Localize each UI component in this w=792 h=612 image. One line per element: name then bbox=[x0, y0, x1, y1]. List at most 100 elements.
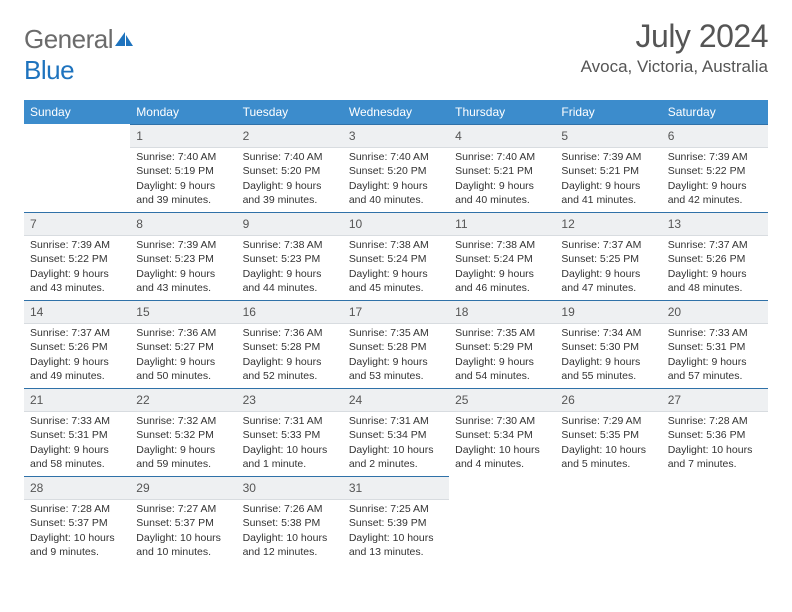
sunset-line: Sunset: 5:37 PM bbox=[136, 516, 230, 530]
day-cell: 6Sunrise: 7:39 AMSunset: 5:22 PMDaylight… bbox=[662, 124, 768, 211]
day-details: Sunrise: 7:34 AMSunset: 5:30 PMDaylight:… bbox=[555, 326, 661, 387]
calendar-week-row: 14Sunrise: 7:37 AMSunset: 5:26 PMDayligh… bbox=[24, 300, 768, 388]
sunset-line: Sunset: 5:36 PM bbox=[668, 428, 762, 442]
logo-text: GeneralBlue bbox=[24, 24, 135, 86]
day-number: 27 bbox=[662, 388, 768, 412]
day-number: 5 bbox=[555, 124, 661, 148]
logo-word-general: General bbox=[24, 24, 113, 54]
day-number: 12 bbox=[555, 212, 661, 236]
day-number: 21 bbox=[24, 388, 130, 412]
daylight-line: Daylight: 9 hours and 43 minutes. bbox=[30, 267, 124, 295]
calendar-cell: 16Sunrise: 7:36 AMSunset: 5:28 PMDayligh… bbox=[237, 300, 343, 388]
calendar-week-row: 7Sunrise: 7:39 AMSunset: 5:22 PMDaylight… bbox=[24, 212, 768, 300]
day-details: Sunrise: 7:35 AMSunset: 5:28 PMDaylight:… bbox=[343, 326, 449, 387]
calendar-cell: 3Sunrise: 7:40 AMSunset: 5:20 PMDaylight… bbox=[343, 124, 449, 212]
sunset-line: Sunset: 5:20 PM bbox=[349, 164, 443, 178]
sunset-line: Sunset: 5:39 PM bbox=[349, 516, 443, 530]
day-cell: 20Sunrise: 7:33 AMSunset: 5:31 PMDayligh… bbox=[662, 300, 768, 387]
day-number: 24 bbox=[343, 388, 449, 412]
day-number: 22 bbox=[130, 388, 236, 412]
day-details: Sunrise: 7:37 AMSunset: 5:26 PMDaylight:… bbox=[662, 238, 768, 299]
sunset-line: Sunset: 5:37 PM bbox=[30, 516, 124, 530]
month-title: July 2024 bbox=[581, 18, 768, 55]
day-number: 4 bbox=[449, 124, 555, 148]
day-number: 15 bbox=[130, 300, 236, 324]
daylight-line: Daylight: 9 hours and 44 minutes. bbox=[243, 267, 337, 295]
sunrise-line: Sunrise: 7:39 AM bbox=[668, 150, 762, 164]
day-details: Sunrise: 7:26 AMSunset: 5:38 PMDaylight:… bbox=[237, 502, 343, 563]
daylight-line: Daylight: 10 hours and 4 minutes. bbox=[455, 443, 549, 471]
calendar-cell: 1Sunrise: 7:40 AMSunset: 5:19 PMDaylight… bbox=[130, 124, 236, 212]
column-header: Tuesday bbox=[237, 100, 343, 124]
sunset-line: Sunset: 5:27 PM bbox=[136, 340, 230, 354]
sunrise-line: Sunrise: 7:37 AM bbox=[561, 238, 655, 252]
day-number: 11 bbox=[449, 212, 555, 236]
sunrise-line: Sunrise: 7:35 AM bbox=[349, 326, 443, 340]
day-cell: 28Sunrise: 7:28 AMSunset: 5:37 PMDayligh… bbox=[24, 476, 130, 563]
day-cell: 9Sunrise: 7:38 AMSunset: 5:23 PMDaylight… bbox=[237, 212, 343, 299]
calendar-week-row: 28Sunrise: 7:28 AMSunset: 5:37 PMDayligh… bbox=[24, 476, 768, 564]
day-details: Sunrise: 7:38 AMSunset: 5:24 PMDaylight:… bbox=[449, 238, 555, 299]
sunrise-line: Sunrise: 7:37 AM bbox=[668, 238, 762, 252]
sunrise-line: Sunrise: 7:36 AM bbox=[136, 326, 230, 340]
day-cell: 3Sunrise: 7:40 AMSunset: 5:20 PMDaylight… bbox=[343, 124, 449, 211]
daylight-line: Daylight: 9 hours and 54 minutes. bbox=[455, 355, 549, 383]
daylight-line: Daylight: 10 hours and 9 minutes. bbox=[30, 531, 124, 559]
day-number: 30 bbox=[237, 476, 343, 500]
location: Avoca, Victoria, Australia bbox=[581, 57, 768, 77]
daylight-line: Daylight: 10 hours and 2 minutes. bbox=[349, 443, 443, 471]
sunset-line: Sunset: 5:34 PM bbox=[455, 428, 549, 442]
daylight-line: Daylight: 10 hours and 10 minutes. bbox=[136, 531, 230, 559]
day-cell: 17Sunrise: 7:35 AMSunset: 5:28 PMDayligh… bbox=[343, 300, 449, 387]
sunrise-line: Sunrise: 7:34 AM bbox=[561, 326, 655, 340]
day-number: 7 bbox=[24, 212, 130, 236]
sunset-line: Sunset: 5:31 PM bbox=[668, 340, 762, 354]
sunset-line: Sunset: 5:25 PM bbox=[561, 252, 655, 266]
calendar-cell: 23Sunrise: 7:31 AMSunset: 5:33 PMDayligh… bbox=[237, 388, 343, 476]
daylight-line: Daylight: 9 hours and 49 minutes. bbox=[30, 355, 124, 383]
day-details: Sunrise: 7:28 AMSunset: 5:37 PMDaylight:… bbox=[24, 502, 130, 563]
column-header: Sunday bbox=[24, 100, 130, 124]
day-number: 26 bbox=[555, 388, 661, 412]
day-details: Sunrise: 7:27 AMSunset: 5:37 PMDaylight:… bbox=[130, 502, 236, 563]
calendar-cell: 22Sunrise: 7:32 AMSunset: 5:32 PMDayligh… bbox=[130, 388, 236, 476]
calendar-cell: 11Sunrise: 7:38 AMSunset: 5:24 PMDayligh… bbox=[449, 212, 555, 300]
calendar-week-row: 21Sunrise: 7:33 AMSunset: 5:31 PMDayligh… bbox=[24, 388, 768, 476]
daylight-line: Daylight: 9 hours and 50 minutes. bbox=[136, 355, 230, 383]
sunrise-line: Sunrise: 7:39 AM bbox=[561, 150, 655, 164]
calendar-cell bbox=[24, 124, 130, 212]
sunset-line: Sunset: 5:21 PM bbox=[561, 164, 655, 178]
day-details: Sunrise: 7:40 AMSunset: 5:20 PMDaylight:… bbox=[237, 150, 343, 211]
day-cell: 14Sunrise: 7:37 AMSunset: 5:26 PMDayligh… bbox=[24, 300, 130, 387]
calendar-week-row: 1Sunrise: 7:40 AMSunset: 5:19 PMDaylight… bbox=[24, 124, 768, 212]
calendar-body: 1Sunrise: 7:40 AMSunset: 5:19 PMDaylight… bbox=[24, 124, 768, 564]
calendar-cell: 14Sunrise: 7:37 AMSunset: 5:26 PMDayligh… bbox=[24, 300, 130, 388]
calendar-cell: 30Sunrise: 7:26 AMSunset: 5:38 PMDayligh… bbox=[237, 476, 343, 564]
sunrise-line: Sunrise: 7:27 AM bbox=[136, 502, 230, 516]
day-details: Sunrise: 7:33 AMSunset: 5:31 PMDaylight:… bbox=[24, 414, 130, 475]
calendar-cell bbox=[662, 476, 768, 564]
column-header: Saturday bbox=[662, 100, 768, 124]
day-number: 1 bbox=[130, 124, 236, 148]
calendar-table: SundayMondayTuesdayWednesdayThursdayFrid… bbox=[24, 100, 768, 564]
sunrise-line: Sunrise: 7:29 AM bbox=[561, 414, 655, 428]
sunrise-line: Sunrise: 7:38 AM bbox=[243, 238, 337, 252]
day-number: 29 bbox=[130, 476, 236, 500]
calendar-cell: 9Sunrise: 7:38 AMSunset: 5:23 PMDaylight… bbox=[237, 212, 343, 300]
sunrise-line: Sunrise: 7:31 AM bbox=[243, 414, 337, 428]
day-details: Sunrise: 7:25 AMSunset: 5:39 PMDaylight:… bbox=[343, 502, 449, 563]
calendar-cell bbox=[555, 476, 661, 564]
sunrise-line: Sunrise: 7:37 AM bbox=[30, 326, 124, 340]
day-cell: 31Sunrise: 7:25 AMSunset: 5:39 PMDayligh… bbox=[343, 476, 449, 563]
sunrise-line: Sunrise: 7:26 AM bbox=[243, 502, 337, 516]
daylight-line: Daylight: 9 hours and 48 minutes. bbox=[668, 267, 762, 295]
sail-icon bbox=[113, 24, 135, 55]
sunrise-line: Sunrise: 7:32 AM bbox=[136, 414, 230, 428]
day-number: 17 bbox=[343, 300, 449, 324]
daylight-line: Daylight: 9 hours and 40 minutes. bbox=[455, 179, 549, 207]
day-cell: 10Sunrise: 7:38 AMSunset: 5:24 PMDayligh… bbox=[343, 212, 449, 299]
sunrise-line: Sunrise: 7:40 AM bbox=[136, 150, 230, 164]
daylight-line: Daylight: 10 hours and 7 minutes. bbox=[668, 443, 762, 471]
sunrise-line: Sunrise: 7:40 AM bbox=[243, 150, 337, 164]
sunset-line: Sunset: 5:29 PM bbox=[455, 340, 549, 354]
